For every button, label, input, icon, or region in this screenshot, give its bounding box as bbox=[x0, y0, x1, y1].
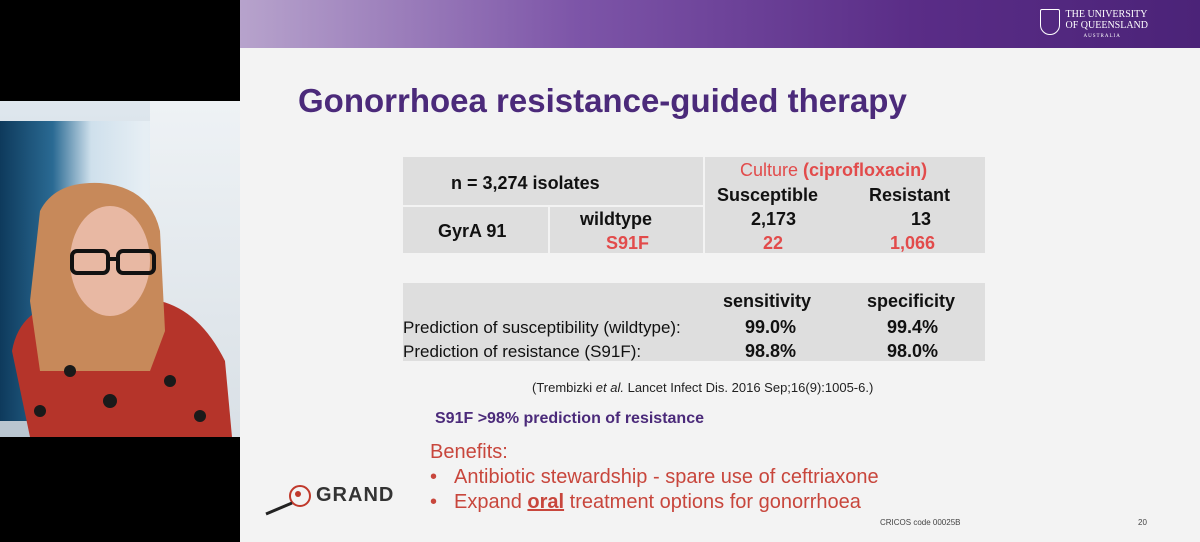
row2-label: Prediction of resistance (S91F): bbox=[403, 342, 642, 361]
row2-specificity: 98.0% bbox=[887, 341, 939, 361]
col-sensitivity: sensitivity bbox=[723, 291, 812, 311]
row1-sensitivity: 99.0% bbox=[745, 317, 797, 337]
bullet-icon: • bbox=[430, 466, 438, 488]
cricos-code: CRICOS code 00025B bbox=[880, 518, 961, 527]
citation-pre: (Trembizki bbox=[532, 380, 596, 395]
row-wildtype: wildtype bbox=[580, 209, 653, 229]
row2-sensitivity: 98.8% bbox=[745, 341, 797, 361]
benefit-2-pre: Expand bbox=[454, 491, 528, 513]
culture-label: Culture bbox=[740, 160, 799, 180]
col-specificity: specificity bbox=[867, 291, 956, 311]
logo-line1: THE UNIVERSITY bbox=[1065, 9, 1148, 20]
citation-italic: et al. bbox=[595, 380, 624, 395]
slide-title: Gonorrhoea resistance-guided therapy bbox=[298, 82, 907, 119]
benefit-2-emphasis: oral bbox=[527, 491, 565, 513]
bullet-icon: • bbox=[430, 491, 438, 513]
logo-line3: AUSTRALIA bbox=[1083, 34, 1121, 39]
citation-post: Lancet Infect Dis. 2016 Sep;16(9):1005-6… bbox=[623, 380, 874, 395]
culture-drug: (ciprofloxacin) bbox=[803, 160, 928, 180]
col-resistant: Resistant bbox=[869, 185, 951, 205]
wildtype-susceptible: 2,173 bbox=[751, 209, 797, 229]
uq-crest-icon bbox=[1039, 9, 1060, 35]
row-s91f: S91F bbox=[606, 233, 650, 253]
presentation-slide: THE UNIVERSITY OF QUEENSLAND AUSTRALIA G… bbox=[240, 0, 1200, 542]
row1-specificity: 99.4% bbox=[887, 317, 939, 337]
benefit-2-post: treatment options for gonorrhoea bbox=[564, 491, 861, 513]
benefit-item-1: • Antibiotic stewardship - spare use of c… bbox=[430, 466, 879, 489]
citation: (Trembizki et al. Lancet Infect Dis. 201… bbox=[532, 380, 873, 395]
presenter-figure bbox=[12, 182, 232, 437]
slide-header-bar: THE UNIVERSITY OF QUEENSLAND AUSTRALIA bbox=[240, 0, 1200, 48]
row1-label: Prediction of susceptibility (wildtype): bbox=[403, 318, 681, 337]
prediction-table: sensitivity specificity Prediction of su… bbox=[403, 283, 985, 363]
benefit-item-2: • Expand oral treatment options for gonor… bbox=[430, 491, 861, 514]
culture-header: Culture (ciprofloxacin) bbox=[740, 160, 927, 181]
magnifier-icon bbox=[265, 485, 311, 516]
grand-logo-text: GRAND bbox=[316, 484, 395, 506]
university-logo: THE UNIVERSITY OF QUEENSLAND AUSTRALIA bbox=[1039, 9, 1149, 42]
row-gene: GyrA 91 bbox=[438, 221, 507, 241]
webcam-video bbox=[0, 101, 240, 437]
isolates-table: n = 3,274 isolates Culture (ciprofloxaci… bbox=[403, 157, 985, 255]
isolates-count: n = 3,274 isolates bbox=[451, 173, 600, 193]
key-finding: S91F >98% prediction of resistance bbox=[435, 410, 704, 427]
benefits-heading: Benefits: bbox=[430, 441, 508, 463]
benefit-1-text: Antibiotic stewardship - spare use of ce… bbox=[454, 466, 879, 488]
wildtype-resistant: 13 bbox=[911, 209, 932, 229]
grand-logo: GRAND bbox=[260, 482, 410, 522]
col-susceptible: Susceptible bbox=[717, 185, 819, 205]
logo-line2: OF QUEENSLAND bbox=[1065, 20, 1149, 31]
slide-number: 20 bbox=[1138, 518, 1147, 527]
s91f-susceptible: 22 bbox=[763, 233, 784, 253]
s91f-resistant: 1,066 bbox=[890, 233, 936, 253]
